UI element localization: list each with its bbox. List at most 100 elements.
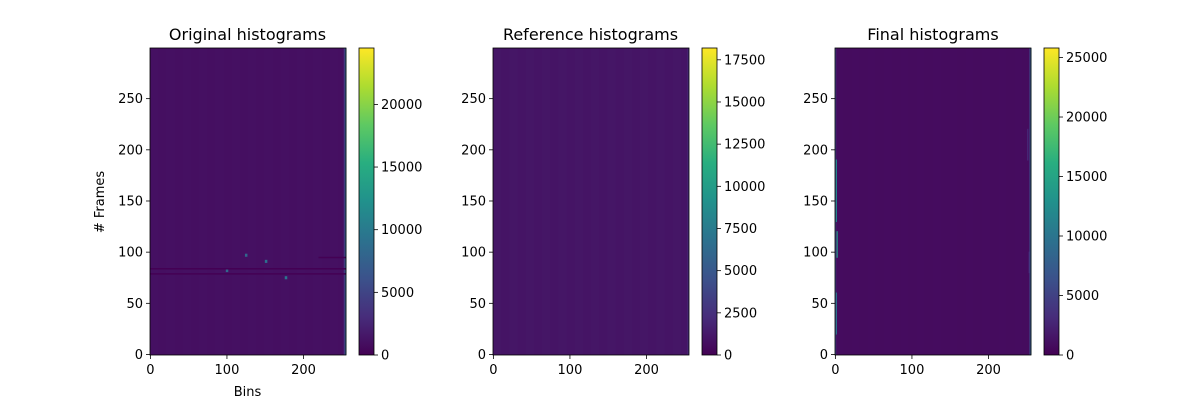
heatmap-row-cell	[150, 268, 346, 270]
colorbar-tick-label: 10000	[381, 223, 422, 238]
y-tick-label: 150	[803, 194, 828, 209]
chart-title: Original histograms	[169, 25, 326, 44]
colorbar-tick-label: 0	[724, 349, 732, 364]
x-tick-label: 0	[831, 363, 839, 378]
heatmap-column-cell	[1028, 251, 1030, 274]
heatmap-column-cell	[687, 48, 689, 355]
heatmap-spot-cell	[225, 269, 229, 273]
colorbar-tick-label: 5000	[1066, 289, 1099, 304]
colorbar-tick-label: 0	[381, 349, 389, 364]
x-tick-label: 0	[489, 363, 497, 378]
heatmap-stripe	[623, 48, 632, 355]
heatmap-column-cell	[835, 292, 837, 335]
heatmap-stripe	[329, 48, 338, 355]
colorbar-tick-label: 0	[1066, 349, 1074, 364]
y-tick-label: 50	[811, 297, 828, 312]
y-tick-label: 200	[118, 143, 143, 158]
heatmap-stripe	[231, 48, 240, 355]
heatmap-stripe	[916, 48, 925, 355]
heatmap-stripe	[1014, 48, 1023, 355]
y-tick-label: 250	[461, 92, 486, 107]
x-tick-label: 200	[976, 363, 1001, 378]
colorbar-tick-label: 12500	[724, 138, 765, 153]
heatmap-stripe	[264, 48, 273, 355]
heatmap-stripe	[998, 48, 1007, 355]
heatmap-background	[150, 48, 346, 355]
heatmap-background	[493, 48, 689, 355]
colorbar-tick-label: 5000	[381, 286, 414, 301]
heatmap-stripe	[166, 48, 175, 355]
x-tick-label: 100	[900, 363, 925, 378]
y-tick-label: 100	[118, 246, 143, 261]
colorbar-tick-label: 15000	[1066, 170, 1107, 185]
y-tick-label: 0	[478, 348, 486, 363]
heatmap-stripe	[558, 48, 567, 355]
heatmap-stripe	[297, 48, 306, 355]
heatmap-stripe	[884, 48, 893, 355]
heatmap-spot-cell	[264, 259, 268, 263]
heatmap-stripe	[607, 48, 616, 355]
x-tick-label: 200	[291, 363, 316, 378]
y-tick-label: 250	[803, 92, 828, 107]
heatmap-stripe	[933, 48, 942, 355]
heatmap-stripe	[900, 48, 909, 355]
x-tick-label: 100	[215, 363, 240, 378]
colorbar: 0 5000 10000 15000 20000 25000	[1043, 47, 1107, 364]
heatmap-stripe	[509, 48, 518, 355]
heatmap-stripe	[867, 48, 876, 355]
heatmap-stripe	[851, 48, 860, 355]
y-tick-label: 200	[461, 143, 486, 158]
colorbar-tick-label: 10000	[724, 180, 765, 195]
colorbar-tick-label: 7500	[724, 222, 757, 237]
heatmap-stripe	[182, 48, 191, 355]
heatmap-column-cell	[343, 48, 345, 355]
heatmap-column-cell	[835, 48, 837, 355]
heatmap-column-cell	[1029, 48, 1031, 355]
plot-frame	[149, 47, 347, 356]
heatmap-column-cell	[344, 48, 346, 355]
colorbar: 0 5000 10000 15000 20000	[358, 47, 422, 364]
colorbar-frame	[701, 47, 718, 356]
colorbar: 0 2500 5000 7500 10000 12500 15000 17500	[701, 47, 765, 364]
y-tick-label: 200	[803, 143, 828, 158]
colorbar-tick-label: 20000	[381, 98, 422, 113]
colorbar-tick-label: 20000	[1066, 111, 1107, 126]
heatmap-stripe	[313, 48, 322, 355]
colorbar-gradient	[1044, 48, 1059, 355]
heatmap-stripe	[835, 48, 844, 355]
heatmap-row-cell	[150, 273, 346, 275]
colorbar-tick-label: 17500	[724, 53, 765, 68]
heatmap-stripe	[965, 48, 974, 355]
heatmap-column-cell	[836, 231, 838, 258]
heatmap-stripe	[199, 48, 208, 355]
heatmap-stripe	[640, 48, 649, 355]
heatmap-spot-cell	[244, 253, 248, 257]
heatmap-background	[835, 48, 1031, 355]
colorbar-gradient	[702, 48, 717, 355]
heatmap-column-cell	[1027, 128, 1029, 161]
heatmap-stripe	[248, 48, 257, 355]
y-tick-label: 100	[461, 246, 486, 261]
heatmap-stripe	[574, 48, 583, 355]
x-tick-label: 100	[558, 363, 583, 378]
x-tick-label: 0	[146, 363, 154, 378]
heatmap-stripe	[150, 48, 159, 355]
y-tick-label: 50	[469, 297, 486, 312]
x-tick-label: 200	[634, 363, 659, 378]
y-tick-label: 150	[118, 194, 143, 209]
heatmap-plot: 0 100 200 0 50 100 150 200 250	[803, 47, 1032, 378]
panel-reference: Reference histograms 0 100 200 0 50 100 150 200…	[461, 25, 765, 378]
plot-frame	[492, 47, 690, 356]
colorbar-tick-label: 2500	[724, 306, 757, 321]
plot-frame	[834, 47, 1032, 356]
chart-title: Reference histograms	[503, 25, 678, 44]
y-tick-label: 0	[135, 348, 143, 363]
x-axis-label: Bins	[234, 385, 262, 400]
y-tick-label: 100	[803, 246, 828, 261]
heatmap-stripe	[672, 48, 681, 355]
heatmap-stripe	[280, 48, 289, 355]
y-tick-label: 50	[126, 297, 143, 312]
y-tick-label: 250	[118, 92, 143, 107]
y-tick-label: 0	[820, 348, 828, 363]
